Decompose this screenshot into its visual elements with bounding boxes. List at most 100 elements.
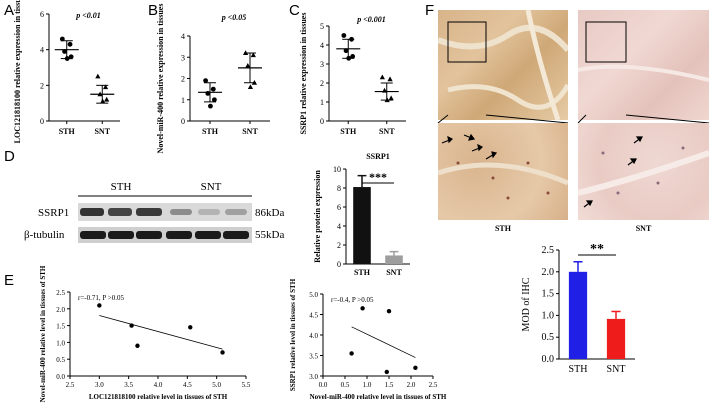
- dot-plot-c: 0 1 2 3 4 5 STH SNT SSRP1 relative expression in…: [299, 13, 406, 136]
- a-point-sth-0: [59, 36, 65, 42]
- e2-ytick-label-4: 4.0: [309, 332, 318, 340]
- e2-point-2: [384, 369, 389, 375]
- e1-ytick-label-1: 1.0: [56, 339, 65, 347]
- wb-group-label-sth: STH: [111, 181, 132, 193]
- f-ylabel: MOD of IHC: [521, 277, 532, 331]
- panel-letter-f: F: [425, 2, 435, 19]
- a-ytick-label-4: 4: [40, 46, 44, 55]
- d-xtick-label-snt: SNT: [386, 268, 402, 277]
- d-ytick-label-8: 8: [337, 184, 341, 193]
- e2-ytick-label-3: 3.0: [309, 373, 318, 381]
- f-xtick-label-snt: SNT: [607, 364, 626, 375]
- b-ytick-label-3: 3: [181, 53, 185, 62]
- f-sig-stars: **: [590, 242, 604, 257]
- histology-panel: STH SNT: [437, 10, 709, 235]
- e2-point-3: [386, 309, 392, 314]
- d-sig-stars: ***: [369, 170, 387, 184]
- d-bar-snt: [385, 255, 403, 264]
- e2-xtick-label-1: 1.0: [363, 381, 372, 389]
- e1-ytick-label-0: 0.0: [56, 373, 65, 381]
- panel-letter-a: A: [4, 2, 15, 19]
- d-xtick-label-sth: STH: [354, 268, 371, 277]
- e2-annotation: r=-0.4, P >0.05: [331, 296, 374, 304]
- d-ytick-label-6: 6: [337, 203, 341, 212]
- c-ytick-label-0: 0: [320, 117, 324, 126]
- b-p-annotation: p <0.05: [221, 13, 247, 22]
- d-ylabel: Relative protein expression: [313, 170, 322, 263]
- a-ylabel: LOC121818100 relative expression in tiss…: [13, 0, 22, 143]
- d-ytick-label-10: 10: [333, 165, 341, 174]
- e2-point-4: [413, 365, 418, 370]
- wb-bands-ssrp1: [80, 208, 247, 216]
- f-ytick-label-0: 0.0: [542, 354, 555, 365]
- e2-ytick-label-3.5: 3.5: [309, 353, 318, 361]
- a-ytick-label-2: 2: [40, 81, 44, 90]
- wb-protein-beta-tubulin: β-tubulin: [24, 229, 65, 241]
- c-ytick-label-3: 3: [320, 60, 324, 69]
- f-ytick-label-1: 1.0: [542, 310, 555, 321]
- arrow-icons-snt: [583, 136, 643, 208]
- e1-xtick-label-4.5: 4.5: [183, 381, 192, 389]
- b-ytick-label-4: 4: [181, 32, 185, 41]
- bar-chart-f: 0.0 0.5 1.0 1.5 2.0 2.5 MOD of IHC STH SNT **: [521, 242, 635, 375]
- d-bar-sth: [353, 187, 371, 264]
- e2-point-1: [360, 306, 365, 311]
- e1-ylabel: Novel-miR-400 relative level in tissues …: [39, 265, 47, 402]
- e1-ytick-label-0.5: 0.5: [56, 356, 65, 364]
- wb-group-label-snt: SNT: [201, 181, 222, 193]
- c-point-sth-3: [350, 54, 356, 59]
- a-point-sth-1: [67, 41, 73, 47]
- a-xtick-label-sth: STH: [59, 127, 76, 136]
- histology-snt-low: [578, 10, 709, 120]
- histology-label-snt: SNT: [635, 224, 652, 233]
- c-xtick-label-sth: STH: [340, 127, 357, 136]
- e1-point-3: [188, 325, 193, 330]
- f-bar-snt: [606, 318, 626, 359]
- c-p-annotation: p <0.001: [356, 15, 386, 24]
- b-point-snt-2: [245, 62, 251, 68]
- e2-xtick-label-0: 0.0: [319, 381, 328, 389]
- zoom-connector-lines: [437, 114, 709, 124]
- b-ylabel: Novel-miR-400 relative expression in tis…: [156, 4, 165, 154]
- f-ytick-label-0.5: 0.5: [542, 332, 555, 343]
- a-point-snt-0: [95, 73, 101, 79]
- f-bar-sth: [568, 271, 588, 359]
- histology-label-sth: STH: [494, 224, 511, 233]
- e2-ytick-label-4.5: 4.5: [309, 312, 318, 320]
- f-ytick-label-2.5: 2.5: [542, 245, 555, 256]
- b-ytick-label-1: 1: [181, 96, 185, 105]
- a-point-sth-3: [68, 54, 74, 60]
- wb-bands-tubulin: [80, 231, 249, 239]
- e1-point-4: [220, 350, 225, 355]
- d-ytick-label-2: 2: [337, 241, 341, 250]
- e1-ytick-label-2: 2.0: [56, 306, 65, 314]
- wb-strip-ssrp1: [78, 203, 252, 221]
- e1-ytick-label-2.5: 2.5: [56, 289, 65, 297]
- wb-size-86kda: 86kDa: [255, 207, 284, 219]
- wb-size-55kda: 55kDa: [255, 229, 284, 241]
- b-point-sth-3: [212, 97, 217, 103]
- panel-letter-b: B: [148, 2, 159, 19]
- e2-xtick-label-0.5: 0.5: [341, 381, 350, 389]
- f-xtick-label-sth: STH: [569, 364, 588, 375]
- b-point-snt-4: [247, 84, 254, 89]
- histology-sth-high: [438, 123, 568, 220]
- e2-ytick-label-5: 5.0: [309, 291, 318, 299]
- a-ytick-label-6: 6: [40, 10, 44, 19]
- a-xtick-label-snt: SNT: [94, 127, 110, 136]
- b-point-sth-1: [210, 86, 216, 92]
- d-ytick-label-4: 4: [337, 222, 341, 231]
- e2-fit-line: [351, 326, 416, 358]
- b-xtick-label-snt: SNT: [242, 127, 258, 136]
- b-xtick-label-sth: STH: [202, 127, 219, 136]
- a-ytick-label-0: 0: [40, 117, 44, 126]
- bar-chart-d: 0 2 4 6 8 10 Relative protein expression SSRP1 S…: [313, 152, 410, 277]
- correlation-plot-e1: 0.0 0.5 1.0 1.5 2.0 2.5 2.5 3.0 3.5 4.0 4.5 5.0 5.5 L…: [39, 265, 251, 402]
- e1-xtick-label-4: 4.0: [154, 381, 163, 389]
- dot-plot-a: 0 2 4 6 STH SNT LOC121818100 relative expressi…: [13, 0, 120, 143]
- c-ylabel: SSRP1 relative expression in tissues: [299, 13, 308, 135]
- c-point-sth-2: [343, 48, 349, 54]
- e2-point-0: [349, 351, 354, 356]
- d-ytick-label-0: 0: [337, 260, 341, 269]
- a-p-annotation: p <0.01: [75, 11, 101, 20]
